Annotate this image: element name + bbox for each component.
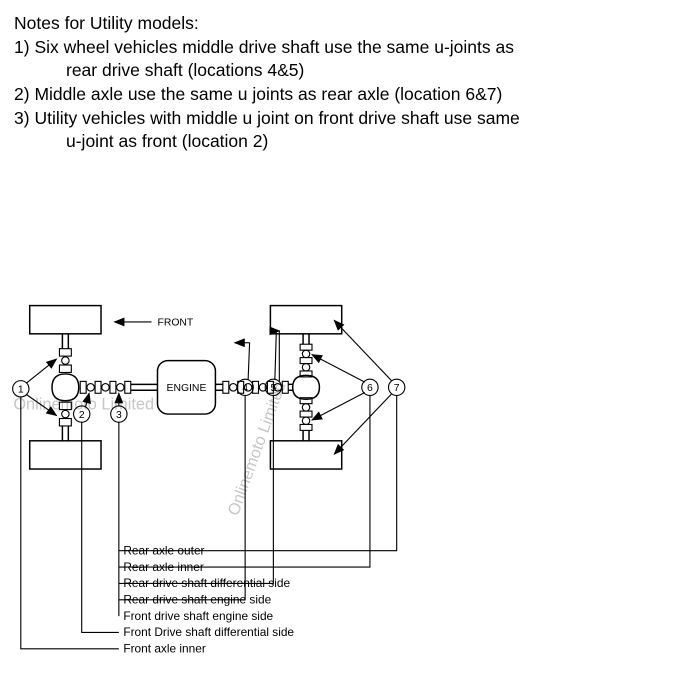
callout-label-6: Rear axle inner <box>123 560 204 574</box>
note-3b: u-joint as front (location 2) <box>14 130 686 154</box>
callout-labels: Front axle inner Front Drive shaft differ… <box>123 543 294 655</box>
callout-label-1: Front axle inner <box>123 641 206 655</box>
note-3: 3) Utility vehicles with middle u joint … <box>14 107 686 131</box>
ujoint-h <box>80 381 131 393</box>
callout-label-7: Rear axle outer <box>123 543 204 557</box>
note-1: 1) Six wheel vehicles middle drive shaft… <box>14 36 686 60</box>
callout-number-1: 1 <box>18 384 24 395</box>
callout-number-6: 6 <box>367 383 373 394</box>
svg-text:Onlinemoto Limited: Onlinemoto Limited <box>225 379 290 517</box>
drivetrain-diagram: Onlinemoto Limited Onlinemoto Limited <box>0 160 700 680</box>
callout-number-4: 4 <box>242 383 248 394</box>
notes-block: Notes for Utility models: 1) Six wheel v… <box>0 0 700 160</box>
note-2: 2) Middle axle use the same u joints as … <box>14 83 686 107</box>
callout-label-2: Front Drive shaft differential side <box>123 625 294 639</box>
callout-label-3: Front drive shaft engine side <box>123 609 273 623</box>
leader-1 <box>21 397 119 649</box>
callout-number-3: 3 <box>116 410 122 421</box>
watermark: Onlinemoto Limited Onlinemoto Limited <box>13 379 289 517</box>
callout-label-5: Rear drive shaft differential side <box>123 576 290 590</box>
callout-number-5: 5 <box>270 383 276 394</box>
front-label: FRONT <box>157 317 193 328</box>
notes-title: Notes for Utility models: <box>14 12 686 36</box>
callout-label-4: Rear drive shaft engine side <box>123 592 271 606</box>
callout-number-2: 2 <box>79 410 85 421</box>
callout-number-7: 7 <box>394 383 400 394</box>
engine-label: ENGINE <box>167 383 207 394</box>
note-1b: rear drive shaft (locations 4&5) <box>14 59 686 83</box>
